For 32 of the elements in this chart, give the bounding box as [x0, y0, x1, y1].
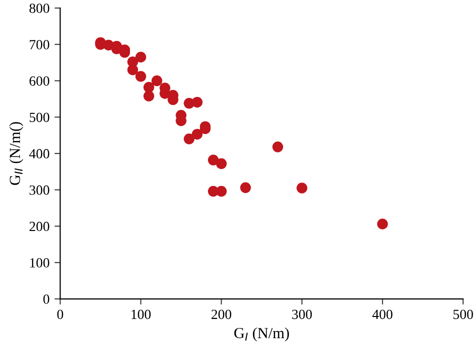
point [135, 52, 146, 63]
y-tick-label: 700 [30, 40, 50, 50]
y-tick-label: 800 [29, 4, 50, 14]
point [192, 128, 203, 140]
x-tick-label: 100 [132, 310, 151, 320]
point [127, 64, 138, 76]
point [216, 186, 227, 197]
point [272, 142, 284, 152]
x-tick-label: 400 [372, 310, 392, 320]
x-tick-label: 300 [292, 310, 312, 320]
y-tick-label: 400 [29, 149, 50, 158]
point [184, 134, 195, 144]
x-tick-label: 500 [453, 310, 473, 320]
y-tick-label: 100 [30, 258, 50, 268]
point [296, 182, 308, 194]
point [135, 71, 146, 82]
point [240, 182, 251, 194]
x-tick-label: 0 [57, 310, 64, 320]
point [192, 96, 203, 108]
y-axis-title: G$_{II}$ (N/m() [9, 122, 24, 185]
y-tick-label: 0 [43, 294, 50, 304]
y-tick-label: 600 [30, 76, 50, 86]
point [152, 75, 162, 86]
point [143, 90, 154, 102]
point [208, 154, 219, 166]
y-tick-label: 500 [30, 112, 50, 122]
point [216, 158, 227, 170]
x-axis-title: G$_{I}$ (N/m) [234, 327, 289, 342]
x-tick-label: 200 [212, 310, 232, 320]
y-tick-label: 300 [30, 185, 50, 195]
point [377, 218, 388, 230]
y-tick-label: 200 [30, 222, 50, 232]
